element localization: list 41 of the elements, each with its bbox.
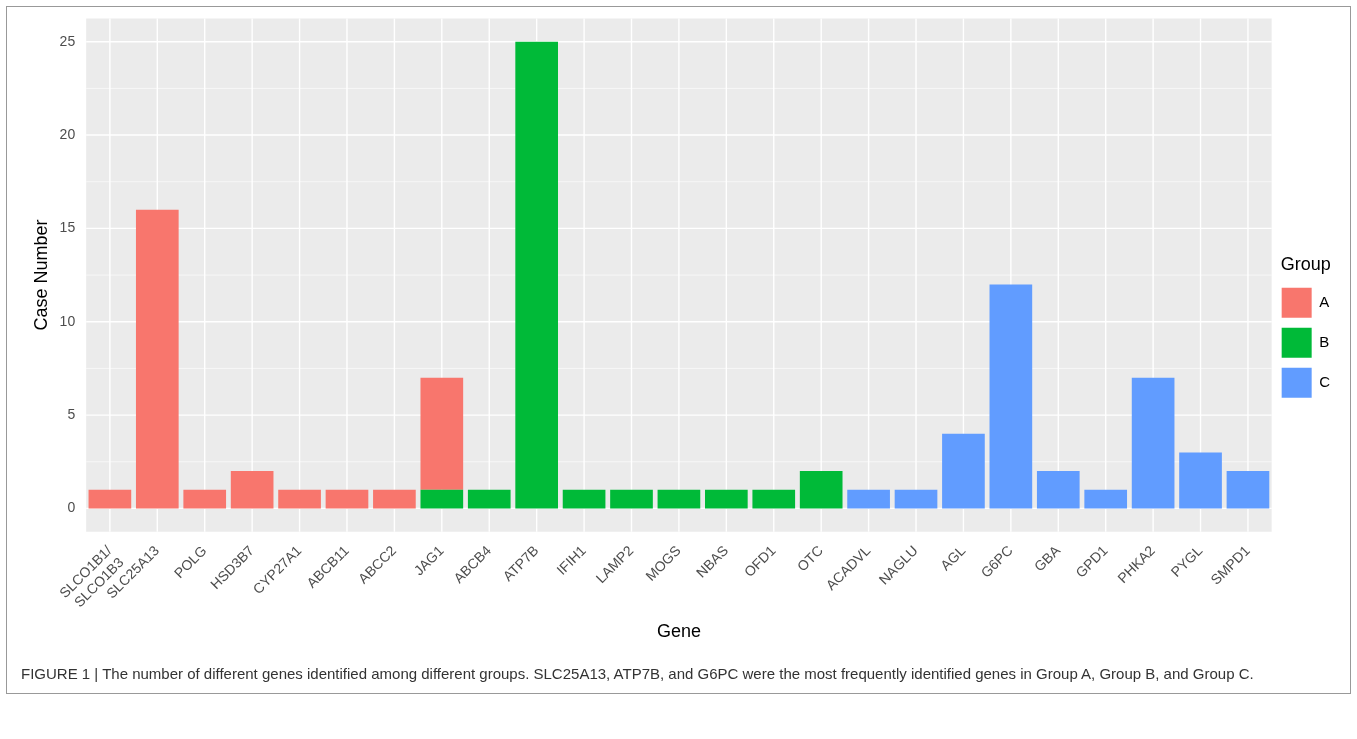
bar [1226,471,1270,509]
bar [894,489,938,509]
bar [610,489,653,509]
caption: FIGURE 1 | The number of different genes identified among different groups. SLC25A13, ATP7B, and G6PC were the most frequently identified genes in Group A, Group B, and Group C. [21,664,1255,684]
bar [1179,452,1222,509]
y-tick-label: 10 [59,312,76,329]
y-tick-label: 25 [59,32,76,49]
y-tick-label: 5 [67,405,76,422]
bar [1131,377,1175,509]
bar [278,489,321,509]
y-tick-label: 20 [59,125,76,142]
legend-title: Group [1280,254,1331,275]
legend-label: A [1319,292,1330,310]
legend-label: B [1319,332,1330,350]
bar [752,489,796,509]
bar [515,41,558,509]
y-tick-label: 0 [67,499,76,516]
bar [942,433,985,509]
bar [705,489,748,509]
y-axis-title: Case Number [30,219,51,331]
bar [657,489,701,509]
bar [373,489,416,509]
x-axis-title: Gene [656,621,701,642]
bar [183,489,227,509]
bar [88,489,132,509]
bar [420,377,464,490]
legend-label: C [1319,372,1331,390]
bar [230,471,274,509]
bar [1036,471,1080,509]
bar [420,489,464,509]
bar [847,489,890,509]
bar [135,209,179,509]
y-tick-label: 15 [59,219,76,236]
bar [562,489,606,509]
bar [467,489,511,509]
x-tick-label: AGL [937,542,969,574]
bar [325,489,369,509]
bar [989,284,1033,509]
bar [799,471,843,509]
bar [1084,489,1128,509]
x-tick-label: GBA [1030,541,1064,575]
